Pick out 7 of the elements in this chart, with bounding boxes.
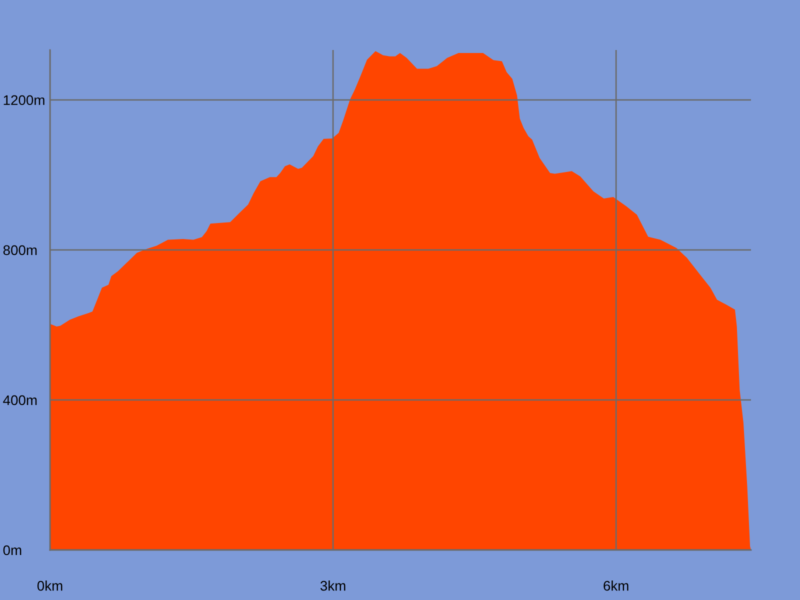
x-tick-label: 3km xyxy=(320,580,346,591)
x-tick-label: 6km xyxy=(604,580,628,591)
y-tick-label: 800m xyxy=(3,245,37,256)
x-tick-label: 0km xyxy=(37,580,62,591)
y-tick-label: 1200m xyxy=(4,95,44,106)
y-tick-label: 400m xyxy=(3,395,37,406)
y-tick-label: 0m xyxy=(3,545,22,556)
